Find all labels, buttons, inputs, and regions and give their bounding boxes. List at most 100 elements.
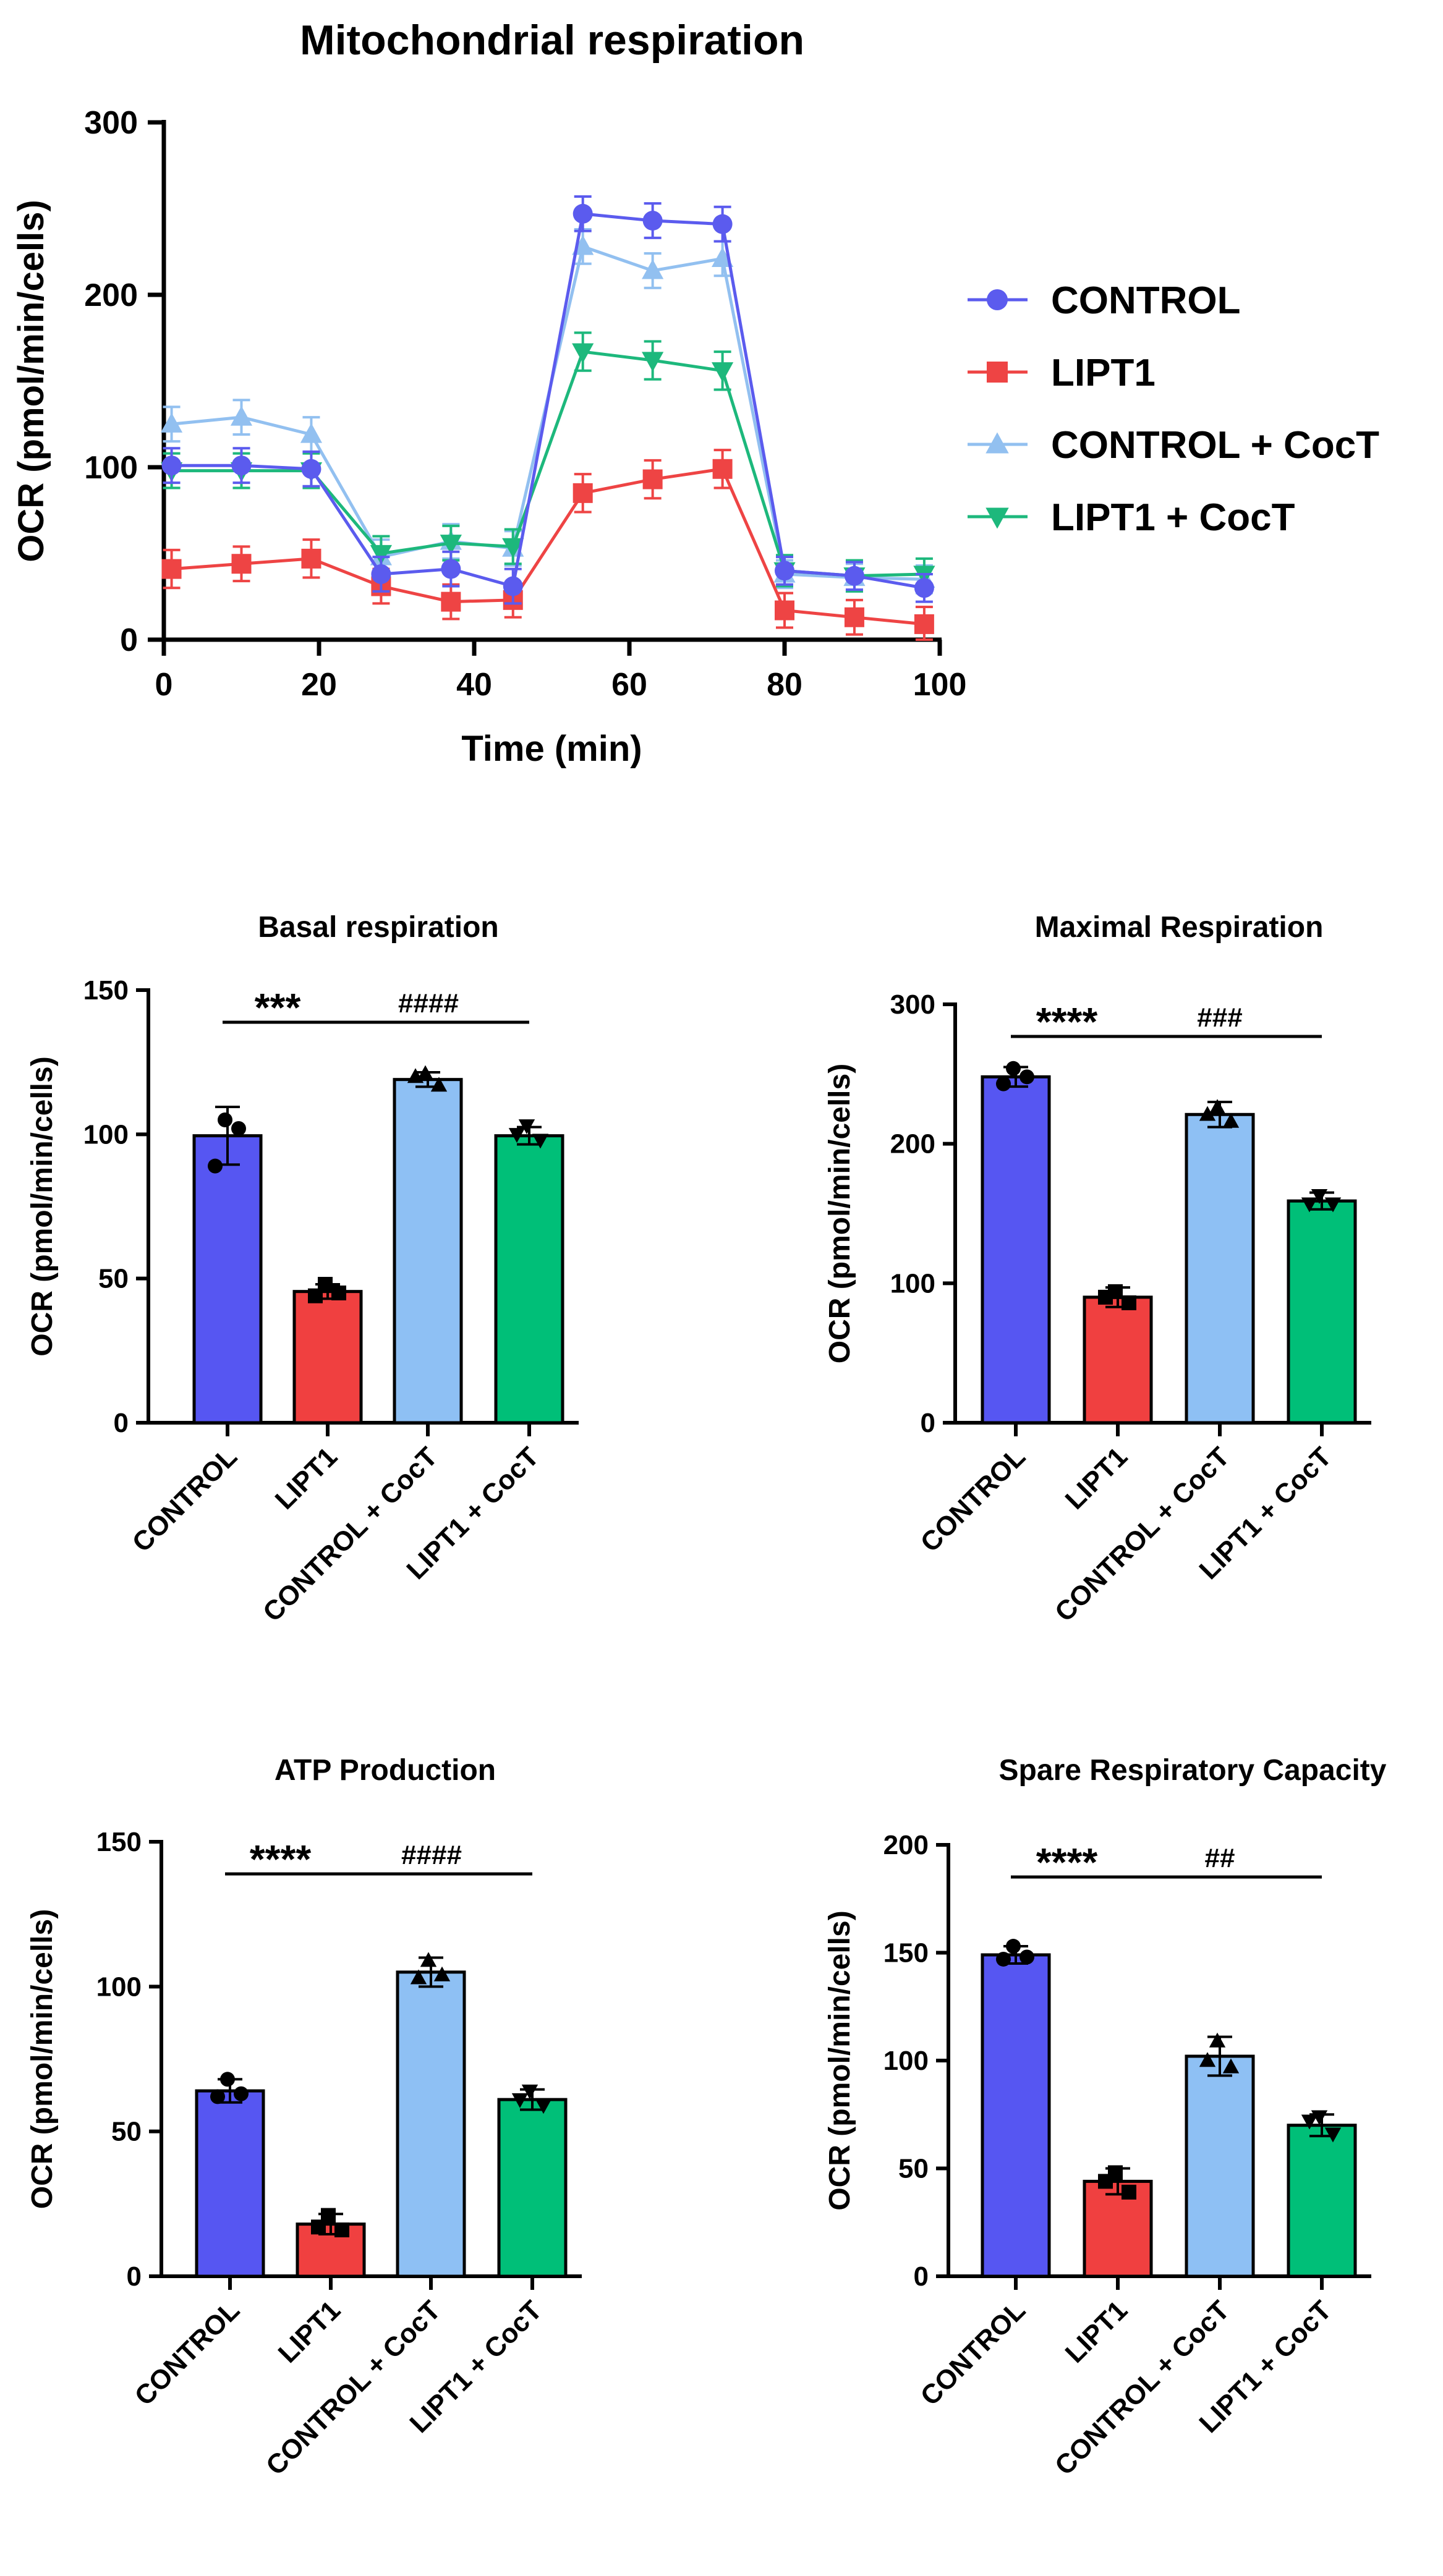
- data-point: [370, 544, 392, 565]
- data-point: [1324, 2127, 1342, 2143]
- bar: [981, 1075, 1051, 1425]
- data-point: [1098, 2174, 1113, 2189]
- y-tick-label: 100: [96, 1972, 142, 2002]
- data-point: [441, 591, 461, 612]
- chart-title: Mitochondrial respiration: [300, 17, 804, 64]
- data-point: [712, 362, 734, 383]
- bar: [1083, 2179, 1153, 2278]
- data-point: [712, 214, 733, 234]
- x-tick-label: CONTROL: [127, 1441, 243, 1557]
- data-point: [914, 614, 934, 634]
- bar-chart-maximal: Maximal Respiration 0 100 200 300 OCR (pmol/m…: [824, 911, 1371, 1628]
- y-axis-label: OCR (pmol/min/cells): [824, 1910, 856, 2210]
- x-tick-label: LIPT1: [1060, 1441, 1133, 1515]
- significance-label: ***: [255, 985, 301, 1030]
- data-point: [231, 1121, 246, 1136]
- x-tick-label: 40: [456, 667, 492, 703]
- data-point: [1199, 1106, 1216, 1121]
- bar-chart-basal: Basal respiration 0 50 100 150 OCR (pmol/min/…: [26, 911, 579, 1628]
- y-tick-label: 50: [98, 1264, 129, 1294]
- y-axis-label: OCR (pmol/min/cells): [824, 1064, 856, 1363]
- bar: [192, 1134, 263, 1425]
- data-point: [511, 2093, 529, 2108]
- data-point: [572, 343, 594, 363]
- x-tick-label: 0: [155, 667, 173, 703]
- significance-label: ****: [1036, 999, 1098, 1044]
- chart-title: Spare Respiratory Capacity: [999, 1754, 1387, 1787]
- data-point: [642, 352, 664, 372]
- y-tick-label: 100: [883, 2046, 929, 2076]
- data-point: [775, 600, 794, 621]
- legend-label: LIPT1 + CocT: [1051, 496, 1295, 539]
- data-point: [420, 1952, 437, 1967]
- bar-group: [396, 1952, 466, 2278]
- bar: [396, 1970, 466, 2278]
- bar-chart-spare: Spare Respiratory Capacity 0 50 100 150 200 OC…: [824, 1754, 1387, 2481]
- y-tick-label: 100: [83, 1119, 129, 1150]
- x-tick-label: CONTROL + CocT: [260, 2295, 446, 2481]
- data-point: [775, 561, 794, 581]
- y-axis-label: OCR (pmol/min/cells): [11, 200, 51, 562]
- data-point: [1324, 1197, 1342, 1213]
- y-tick-label: 0: [127, 2261, 142, 2292]
- x-tick-label: CONTROL: [129, 2295, 245, 2411]
- bar: [1287, 1199, 1357, 1425]
- chart-title: Basal respiration: [258, 911, 498, 944]
- data-point: [230, 405, 253, 426]
- data-point: [410, 1969, 427, 1985]
- y-tick-label: 150: [96, 1827, 142, 1857]
- series-line: [171, 467, 925, 626]
- y-tick-label: 150: [83, 975, 129, 1006]
- bar: [981, 1953, 1051, 2278]
- bar-group: [1287, 2110, 1357, 2278]
- x-tick-label: LIPT1: [273, 2295, 346, 2368]
- series-lipt1: [161, 449, 934, 641]
- legend-label: CONTROL: [1051, 279, 1241, 322]
- bar: [1185, 2054, 1255, 2278]
- bar-group: [494, 1119, 564, 1425]
- legend-marker: [987, 289, 1008, 310]
- x-tick-label: CONTROL: [915, 2295, 1031, 2411]
- significance-label: ****: [250, 1837, 312, 1881]
- data-point: [440, 535, 462, 555]
- bar-group: [195, 2072, 265, 2278]
- y-tick-label: 300: [890, 989, 935, 1020]
- legend-label: LIPT1: [1051, 352, 1156, 394]
- x-tick-label: 100: [913, 667, 967, 703]
- data-point: [334, 2222, 349, 2238]
- data-point: [301, 459, 321, 479]
- data-point: [417, 1065, 434, 1080]
- x-tick-label: CONTROL + CocT: [1049, 2295, 1235, 2481]
- data-point: [844, 607, 864, 627]
- y-tick-label: 100: [84, 450, 138, 486]
- bar-group: [1185, 1099, 1255, 1425]
- y-tick-label: 0: [921, 1408, 935, 1438]
- data-point: [160, 412, 183, 433]
- data-point: [518, 1119, 535, 1135]
- data-point: [441, 559, 461, 579]
- bar-group: [1185, 2032, 1255, 2278]
- bar: [292, 1290, 363, 1425]
- y-tick-label: 300: [84, 105, 138, 141]
- data-point: [1098, 1289, 1113, 1305]
- chart-title: ATP Production: [275, 1754, 496, 1787]
- data-point: [844, 566, 864, 586]
- data-point: [208, 1158, 223, 1174]
- bar-group: [393, 1065, 463, 1425]
- significance-label: ##: [1205, 1843, 1235, 1873]
- series-control: [161, 195, 934, 605]
- bar-group: [296, 2208, 366, 2278]
- y-tick-label: 50: [898, 2154, 929, 2184]
- significance-label: ####: [401, 1840, 462, 1870]
- data-point: [1122, 1295, 1136, 1310]
- legend-label: CONTROL + CocT: [1051, 424, 1379, 467]
- data-point: [1301, 1197, 1318, 1213]
- series-line: [171, 350, 924, 578]
- bar-group: [497, 2084, 568, 2278]
- y-tick-label: 200: [890, 1129, 935, 1159]
- data-point: [371, 564, 391, 584]
- legend-marker: [985, 432, 1009, 454]
- bar-group: [981, 1939, 1051, 2278]
